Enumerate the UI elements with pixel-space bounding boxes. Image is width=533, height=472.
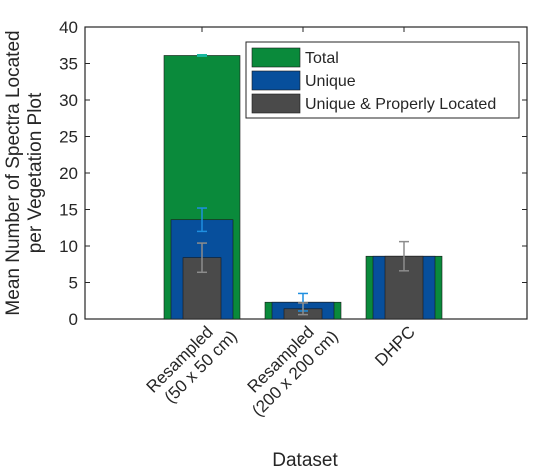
y-axis-title-line2: per Vegetation Plot [25, 92, 46, 253]
y-tick-label: 20 [59, 164, 78, 183]
legend-swatch-0 [251, 47, 301, 68]
y-tick-label: 40 [59, 18, 78, 37]
legend-label-0: Total [305, 50, 339, 67]
x-tick-label: Resampled(200 x 200 cm) [244, 322, 342, 420]
error-bars [197, 53, 409, 316]
y-tick-label: 10 [59, 237, 78, 256]
x-tick-label: DHPC [371, 322, 418, 369]
y-tick-label: 35 [59, 55, 78, 74]
y-tick-label: 5 [69, 274, 78, 293]
x-tick-label: Resampled(50 x 50 cm) [143, 322, 241, 406]
x-axis-title: Dataset [272, 450, 338, 471]
legend-label-2: Unique & Properly Located [305, 96, 496, 113]
legend-swatch-1 [251, 70, 301, 91]
legend: Total Unique Unique & Properly Located [245, 41, 520, 119]
y-axis-title-line1: Mean Number of Spectra Located [3, 30, 24, 315]
legend-label-1: Unique [305, 73, 356, 90]
y-tick-label: 15 [59, 201, 78, 220]
bars [163, 55, 443, 320]
x-tick-label-line1: DHPC [371, 322, 418, 369]
y-tick-label: 0 [69, 310, 78, 329]
legend-swatch-2 [251, 93, 301, 114]
y-tick-label: 25 [59, 128, 78, 147]
y-tick-label: 30 [59, 91, 78, 110]
